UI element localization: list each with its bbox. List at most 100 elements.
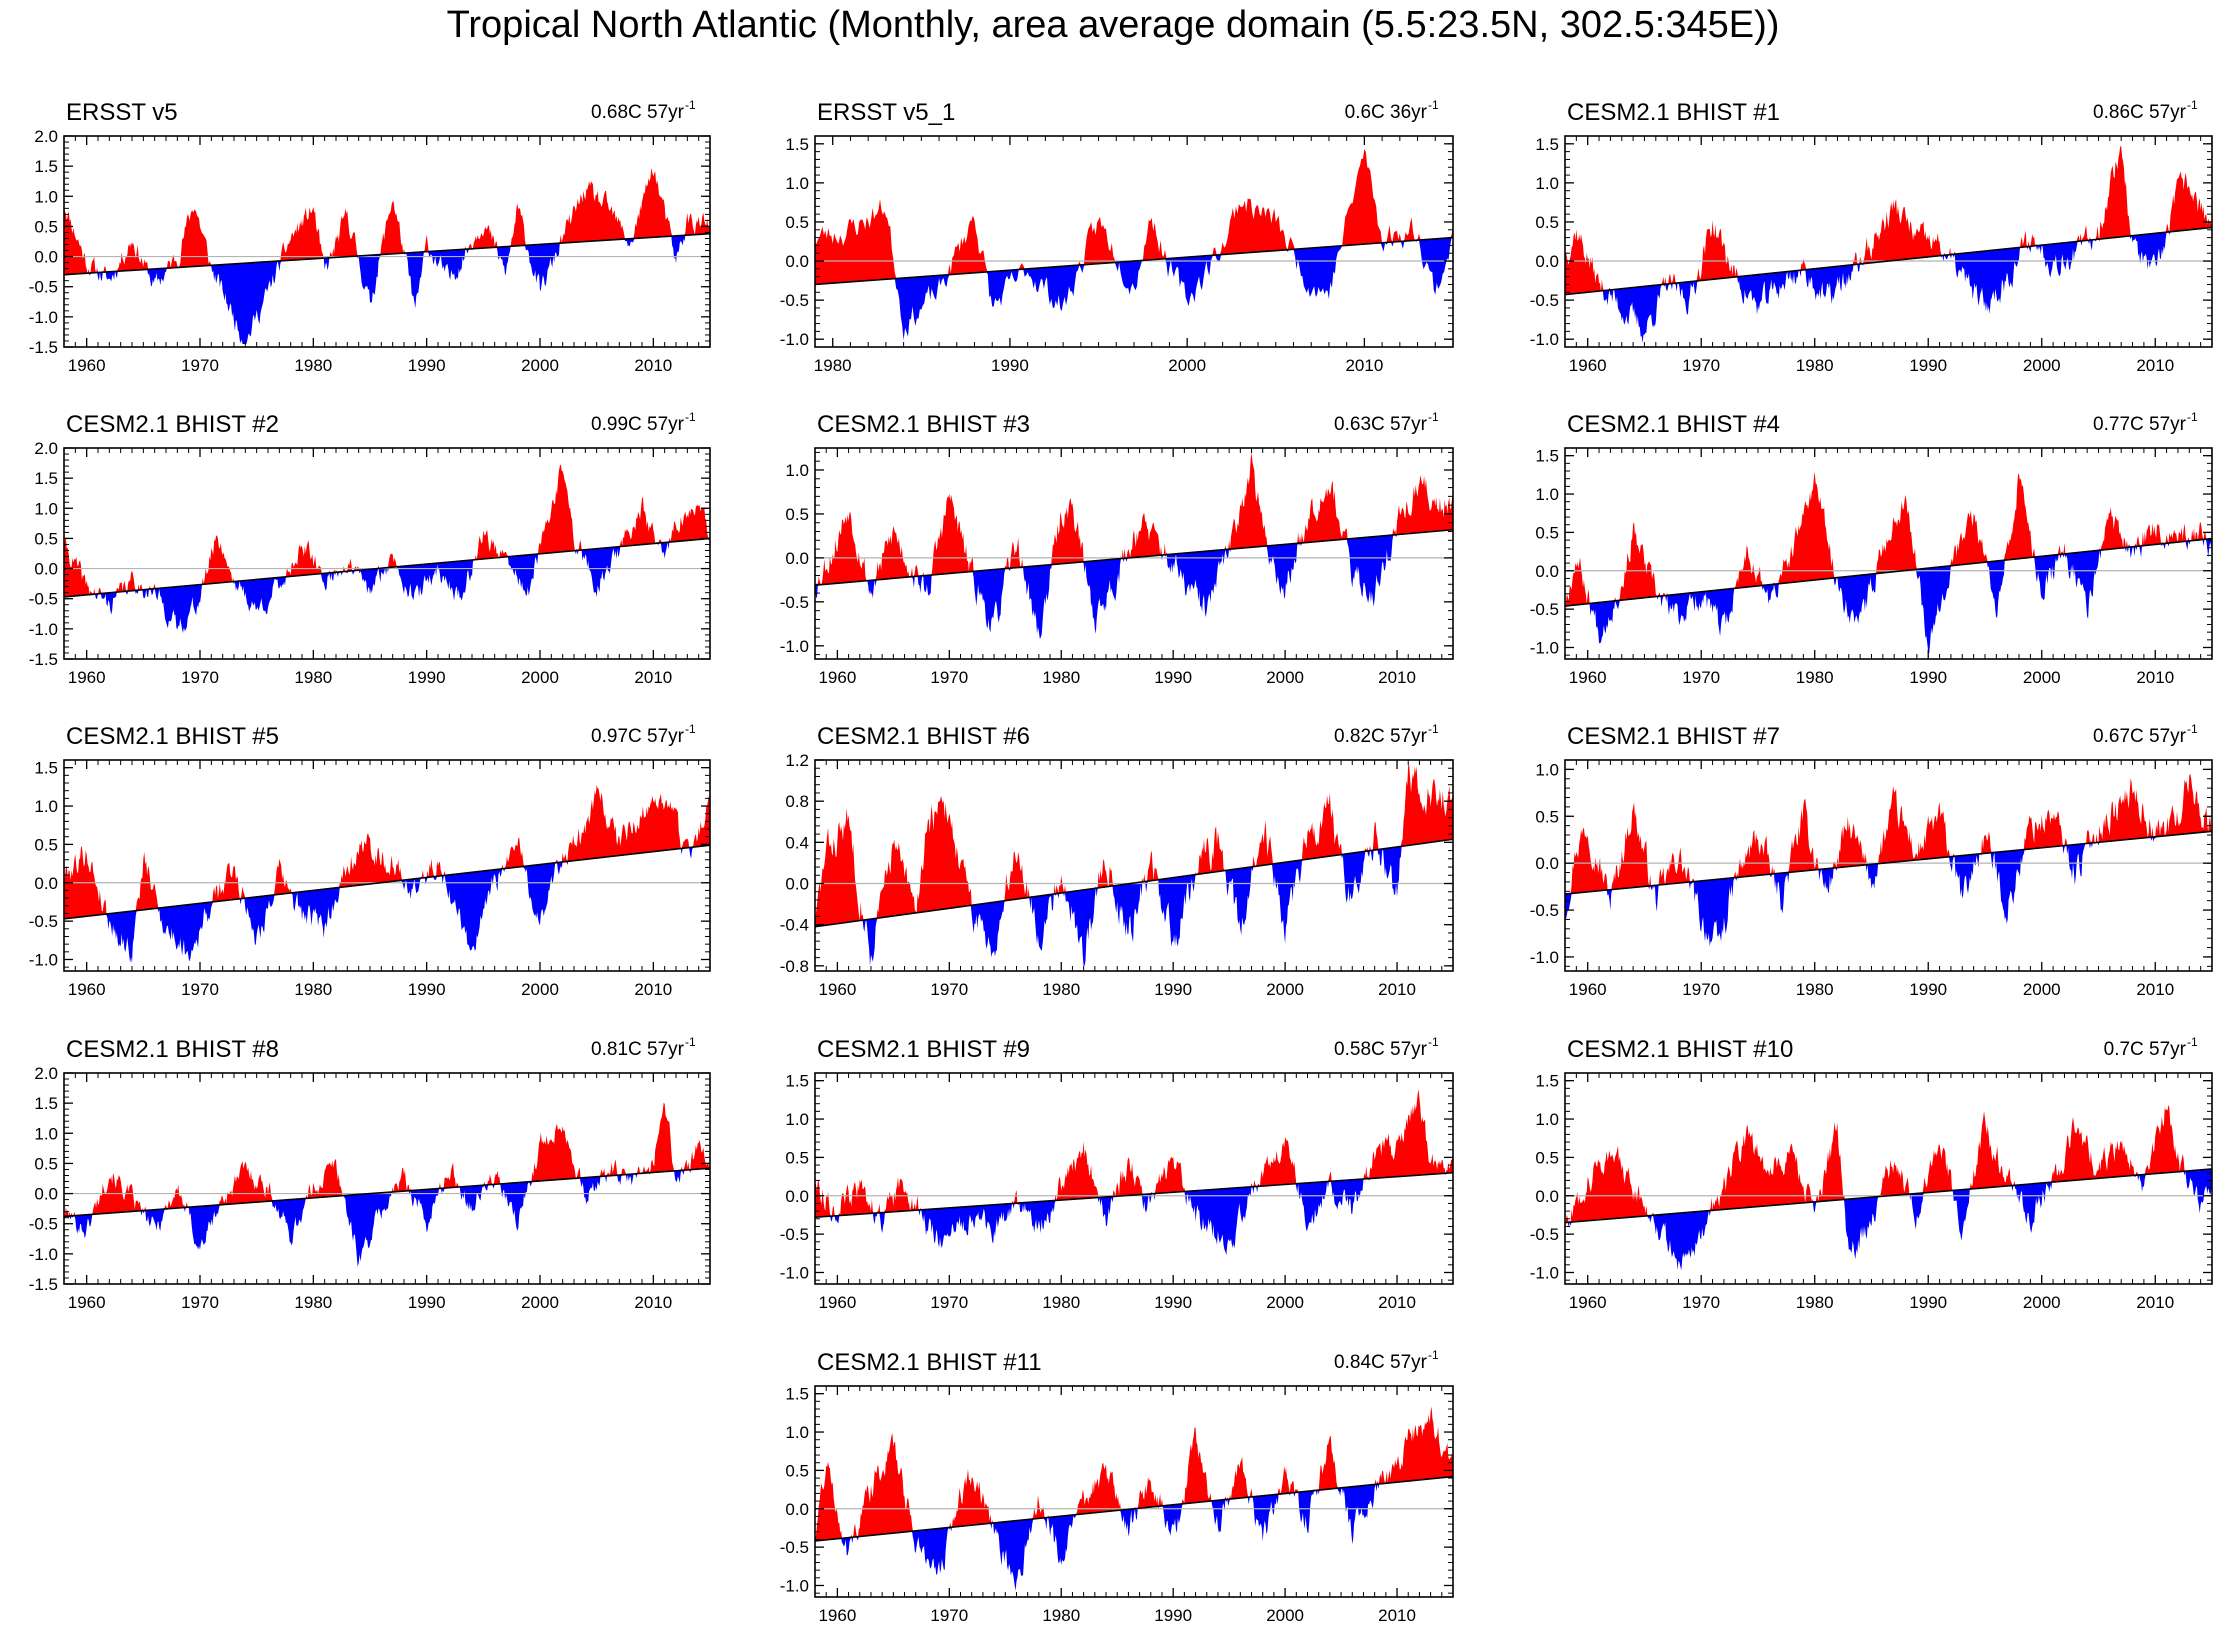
- y-tick-label: 1.0: [34, 1124, 58, 1143]
- plot-frame: [814, 447, 1454, 660]
- plot-frame: [63, 447, 711, 660]
- x-tick-label: 2010: [1345, 356, 1383, 375]
- y-tick-label: 0.5: [34, 529, 58, 548]
- y-tick-label: -0.5: [1530, 901, 1559, 920]
- trend-label: 0.84C 57yr: [1334, 1352, 1428, 1373]
- x-tick-label: 1990: [1909, 356, 1947, 375]
- y-tick-label: 0.0: [34, 560, 58, 579]
- y-tick-label: 1.0: [785, 1423, 809, 1442]
- y-tick-label: 0.5: [785, 213, 809, 232]
- y-tick-label: -1.0: [780, 1263, 809, 1282]
- trend-exponent: -1: [1428, 410, 1439, 424]
- x-tick-label: 2000: [1266, 1606, 1304, 1625]
- positive-area: [815, 1406, 1453, 1541]
- y-tick-label: 1.5: [1535, 135, 1559, 154]
- x-tick-label: 1960: [68, 356, 106, 375]
- x-tick-label: 1960: [818, 1293, 856, 1312]
- y-tick-label: -0.5: [1530, 1225, 1559, 1244]
- x-tick-label: 1980: [294, 980, 332, 999]
- y-tick-label: 0.0: [785, 1500, 809, 1519]
- x-tick-label: 1970: [1682, 356, 1720, 375]
- y-tick-label: 1.0: [785, 461, 809, 480]
- y-tick-label: -1.0: [1530, 330, 1559, 349]
- y-tick-label: -1.0: [1530, 948, 1559, 967]
- negative-area: [1565, 227, 2212, 344]
- y-tick-label: 0.0: [785, 549, 809, 568]
- x-tick-label: 1970: [1682, 1293, 1720, 1312]
- trend-exponent: -1: [1428, 98, 1439, 112]
- panel-9: CESM2.1 BHIST #7 0.67C 57yr -1 1.0 0.5 0.0 -0.…: [1530, 722, 2213, 999]
- trend-line: [814, 1171, 1454, 1219]
- y-tick-label: 0.0: [785, 252, 809, 271]
- x-tick-label: 1960: [68, 980, 106, 999]
- trend-label: 0.99C 57yr: [591, 414, 685, 435]
- plot-frame: [1564, 1072, 2213, 1285]
- x-tick-label: 2000: [1266, 668, 1304, 687]
- negative-area: [815, 839, 1453, 966]
- trend-line: [1564, 830, 2213, 895]
- x-tick-label: 2010: [1378, 1293, 1416, 1312]
- panel-title: CESM2.1 BHIST #5: [66, 723, 279, 750]
- x-tick-label: 2010: [634, 980, 672, 999]
- figure-title: Tropical North Atlantic (Monthly, area a…: [446, 4, 1780, 46]
- y-tick-label: 1.5: [1535, 1072, 1559, 1091]
- negative-area: [815, 529, 1453, 639]
- x-tick-label: 1960: [68, 668, 106, 687]
- y-tick-label: 2.0: [34, 127, 58, 146]
- trend-line: [63, 844, 711, 920]
- plot-frame: [63, 759, 711, 972]
- panel-6: CESM2.1 BHIST #4 0.77C 57yr -1 1.5 1.0 0.5 0.0…: [1530, 410, 2213, 687]
- y-tick-label: -0.5: [1530, 600, 1559, 619]
- positive-area: [1565, 146, 2212, 295]
- y-tick-label: 0.5: [1535, 523, 1559, 542]
- y-tick-label: -0.5: [780, 1538, 809, 1557]
- trend-label: 0.81C 57yr: [591, 1039, 685, 1060]
- trend-line: [814, 838, 1454, 928]
- y-tick-label: 1.5: [34, 1094, 58, 1113]
- x-tick-label: 1960: [818, 668, 856, 687]
- x-tick-label: 1990: [1909, 1293, 1947, 1312]
- x-tick-label: 2010: [2136, 356, 2174, 375]
- x-tick-label: 1980: [294, 668, 332, 687]
- y-tick-label: 0.0: [785, 875, 809, 894]
- y-tick-label: -1.5: [29, 650, 58, 669]
- panel-title: CESM2.1 BHIST #7: [1567, 723, 1780, 750]
- y-tick-label: 1.0: [785, 174, 809, 193]
- x-tick-label: 1990: [1154, 1293, 1192, 1312]
- y-tick-label: -1.0: [29, 1245, 58, 1264]
- x-tick-label: 1980: [1042, 980, 1080, 999]
- x-tick-label: 1990: [1154, 1606, 1192, 1625]
- plot-frame: [1564, 759, 2213, 972]
- negative-area: [815, 237, 1453, 341]
- x-tick-label: 2000: [2023, 356, 2061, 375]
- panel-8: CESM2.1 BHIST #6 0.82C 57yr -1 1.2 0.8 0.4 0.0…: [780, 722, 1454, 999]
- x-tick-label: 2010: [2136, 980, 2174, 999]
- panel-2: ERSST v5_1 0.6C 36yr -1 1.5 1.0 0.5 0.0 -0.5 -1.…: [780, 98, 1454, 375]
- x-tick-label: 1970: [930, 1606, 968, 1625]
- y-tick-label: 0.0: [34, 1185, 58, 1204]
- y-tick-label: -0.5: [780, 1225, 809, 1244]
- x-tick-label: 1970: [1682, 668, 1720, 687]
- x-tick-label: 1970: [930, 980, 968, 999]
- plot-frame: [1564, 135, 2213, 348]
- x-tick-label: 2000: [1168, 356, 1206, 375]
- trend-line: [63, 232, 711, 276]
- trend-line: [63, 537, 711, 598]
- panel-7: CESM2.1 BHIST #5 0.97C 57yr -1 1.5 1.0 0.5 0.0…: [29, 722, 711, 999]
- y-tick-label: 0.5: [1535, 807, 1559, 826]
- x-tick-label: 1990: [1909, 980, 1947, 999]
- positive-area: [815, 452, 1453, 586]
- positive-area: [815, 1089, 1453, 1218]
- x-tick-label: 1970: [1682, 980, 1720, 999]
- y-tick-label: 1.0: [1535, 760, 1559, 779]
- y-tick-label: 2.0: [34, 439, 58, 458]
- trend-exponent: -1: [685, 722, 696, 736]
- trend-label: 0.86C 57yr: [2093, 102, 2187, 123]
- x-tick-label: 2010: [2136, 668, 2174, 687]
- panel-13: CESM2.1 BHIST #11 0.84C 57yr -1 1.5 1.0 0.5 0.…: [780, 1348, 1454, 1625]
- trend-exponent: -1: [2187, 722, 2198, 736]
- y-tick-label: -1.0: [29, 950, 58, 969]
- x-tick-label: 2000: [521, 668, 559, 687]
- trend-label: 0.82C 57yr: [1334, 726, 1428, 747]
